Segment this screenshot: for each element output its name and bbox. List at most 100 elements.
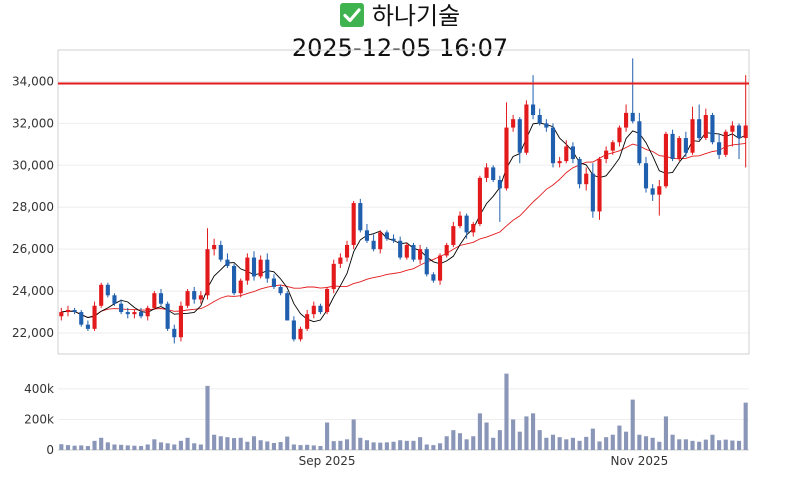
candle-body <box>650 188 655 195</box>
y-tick-label: 28,000 <box>12 200 54 214</box>
candle-body <box>119 303 124 313</box>
volume-bar <box>457 433 463 450</box>
volume-bar <box>59 444 64 450</box>
candle-body <box>517 119 522 153</box>
volume-bar <box>477 413 482 450</box>
volume-bar <box>384 442 389 450</box>
volume-bar <box>325 422 330 450</box>
volume-tick-label: 0 <box>46 443 54 457</box>
candle-body <box>258 259 263 277</box>
volume-bar <box>358 437 363 450</box>
volume-bar <box>404 440 409 450</box>
volume-bar <box>178 440 183 450</box>
candle-body <box>444 244 449 256</box>
candle-body <box>331 263 336 290</box>
candle-body <box>564 146 569 162</box>
volume-bar <box>378 442 383 450</box>
candle-body <box>723 131 728 155</box>
candle-body <box>451 226 456 245</box>
volume-bar <box>597 441 602 450</box>
volume-bar <box>271 442 276 450</box>
candle-body <box>251 257 257 277</box>
chart-datetime: 2025-12-05 16:07 <box>291 34 509 62</box>
ma20-line <box>61 142 746 318</box>
candle-body <box>677 138 682 160</box>
volume-bar <box>418 437 423 450</box>
volume-bar <box>670 434 675 450</box>
candle-body <box>112 295 117 304</box>
candle-body <box>497 179 502 189</box>
candle-body <box>730 125 735 132</box>
candle-body <box>391 238 396 241</box>
candle-body <box>271 278 276 287</box>
candle-body <box>205 249 210 296</box>
volume-bar <box>232 438 237 450</box>
volume-bar <box>743 402 748 450</box>
volume-bar <box>138 446 144 450</box>
candle-body <box>138 312 144 317</box>
volume-bar <box>251 436 257 450</box>
volume-bar <box>285 436 290 450</box>
volume-bar <box>517 431 522 450</box>
candle-body <box>630 112 635 122</box>
candle-body <box>670 133 675 160</box>
volume-bar <box>311 445 316 450</box>
candle-body <box>318 305 323 313</box>
candle-body <box>624 112 629 128</box>
candle-body <box>710 114 715 143</box>
volume-bar <box>604 437 609 450</box>
candle-body <box>145 307 150 317</box>
volume-tick-label: 200k <box>24 412 54 426</box>
volume-bar <box>92 440 97 450</box>
volume-bar <box>424 444 429 450</box>
volume-bar <box>305 444 310 450</box>
candle-body <box>663 133 669 187</box>
candle-body <box>690 119 695 153</box>
candle-body <box>524 104 529 153</box>
candle-body <box>424 249 429 275</box>
y-tick-label: 32,000 <box>12 116 54 130</box>
candle-body <box>471 224 476 233</box>
candle-body <box>743 125 748 139</box>
candle-body <box>637 121 642 164</box>
candle-body <box>404 244 409 258</box>
candle-body <box>683 138 688 153</box>
candle-body <box>411 244 416 260</box>
candle-body <box>92 305 97 329</box>
candle-body <box>172 328 177 338</box>
candle-body <box>178 305 183 338</box>
y-tick-label: 22,000 <box>12 326 54 340</box>
volume-bar <box>72 445 77 450</box>
candle-body <box>570 146 575 160</box>
volume-bar <box>245 441 250 450</box>
candle-body <box>557 161 562 164</box>
volume-bar <box>278 442 283 450</box>
candle-body <box>464 215 469 233</box>
volume-bar <box>205 385 210 450</box>
candle-body <box>697 119 702 139</box>
candle-body <box>291 320 296 340</box>
y-tick-label: 26,000 <box>12 242 54 256</box>
candle-body <box>218 244 223 260</box>
volume-bar <box>663 416 669 450</box>
candle-body <box>185 291 190 306</box>
volume-bar <box>524 416 529 450</box>
candle-body <box>584 173 589 185</box>
volume-bar <box>643 436 649 450</box>
candle-body <box>431 274 436 281</box>
volume-bar <box>444 436 449 450</box>
volume-bar <box>212 434 217 450</box>
volume-bar <box>185 437 190 450</box>
y-tick-label: 30,000 <box>12 158 54 172</box>
volume-bar <box>85 446 90 450</box>
candle-body <box>657 186 662 195</box>
candle-body <box>212 244 217 250</box>
candle-body <box>99 284 104 306</box>
candle-body <box>65 309 71 313</box>
volume-bar <box>464 439 469 450</box>
candle-body <box>358 203 363 231</box>
candle-body <box>717 142 722 155</box>
volume-bar <box>105 442 110 450</box>
volume-bar <box>165 443 170 450</box>
volume-bar <box>736 440 742 450</box>
